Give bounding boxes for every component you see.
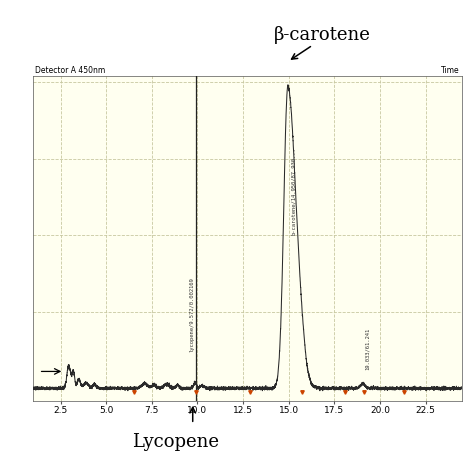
Text: Time: Time — [441, 66, 460, 75]
Text: β-carotene: β-carotene — [274, 26, 371, 44]
Text: b-carotene/14.950/87.930...: b-carotene/14.950/87.930... — [291, 147, 296, 235]
Text: Lycopene: Lycopene — [132, 433, 219, 451]
Text: 19.033/61.241: 19.033/61.241 — [365, 328, 370, 370]
Text: Detector A 450nm: Detector A 450nm — [36, 66, 106, 75]
Text: lycopene/9.572/0.002169: lycopene/9.572/0.002169 — [189, 277, 194, 352]
